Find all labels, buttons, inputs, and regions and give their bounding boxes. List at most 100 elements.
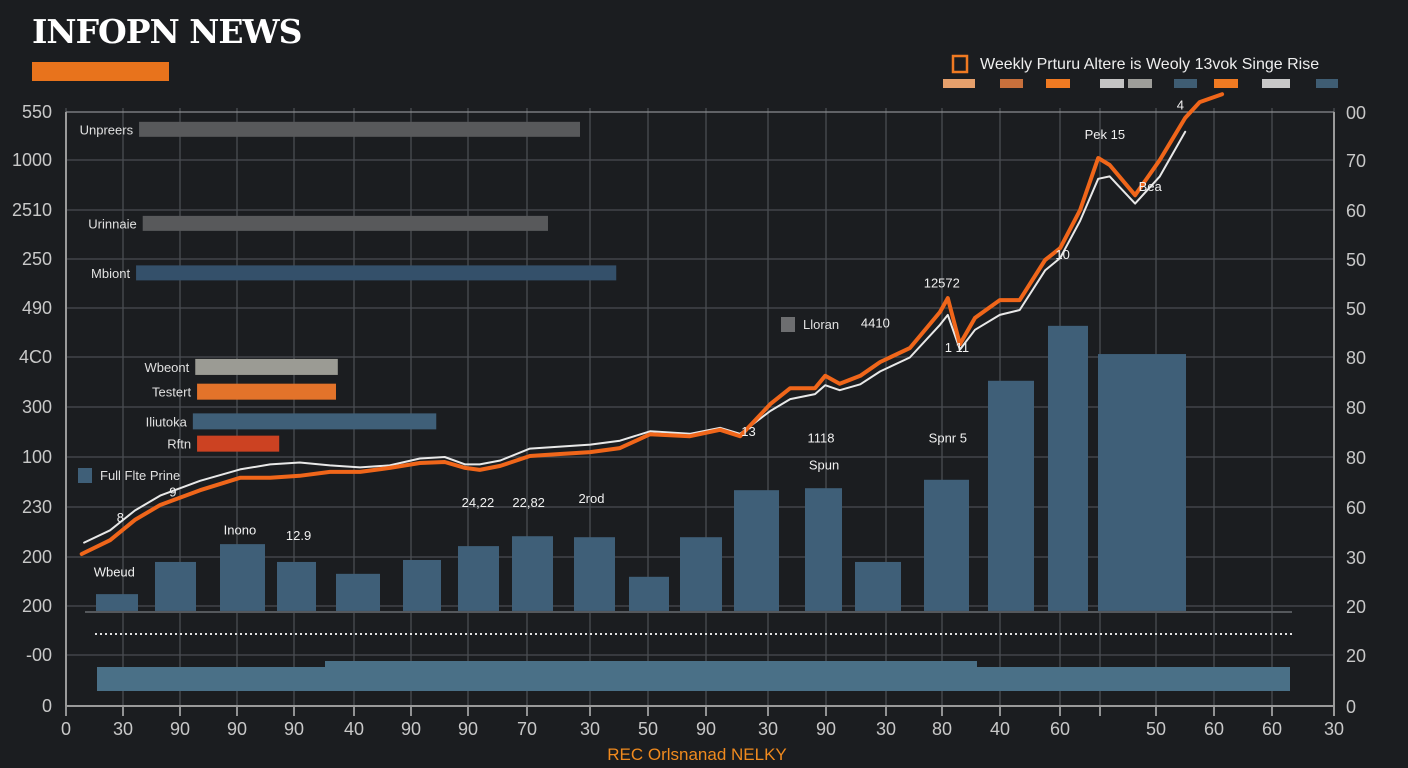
x-tick-label: 60 — [1262, 719, 1282, 739]
legend-swatch — [1214, 79, 1238, 88]
x-tick-label: 30 — [580, 719, 600, 739]
bar — [734, 490, 779, 611]
data-label: 13 — [741, 424, 755, 439]
y-left-tick-label: 550 — [22, 102, 52, 122]
x-tick-label: 30 — [1324, 719, 1344, 739]
bar — [680, 537, 722, 611]
data-label: Bea — [1139, 179, 1163, 194]
legend: Full Flte Prine Lloran Weekly Prturu Alter… — [78, 54, 1338, 483]
y-right-tick-label: 80 — [1346, 398, 1366, 418]
bar — [277, 561, 316, 611]
horizontal-bar — [139, 121, 581, 137]
data-label: 1118 — [808, 431, 835, 446]
data-label: Inono — [224, 523, 257, 538]
data-label: 1 11 — [945, 340, 969, 355]
data-label: Spnr 5 — [929, 431, 967, 446]
horizontal-bar-label: Unpreers — [80, 122, 134, 137]
y-right-tick-label: 30 — [1346, 548, 1366, 568]
x-tick-label: 70 — [517, 719, 537, 739]
bars — [96, 325, 1186, 611]
page-title: INFOPN NEWS — [32, 12, 302, 51]
data-label: Pek 15 — [1085, 127, 1125, 142]
bar — [96, 594, 138, 611]
legend-swatch — [1046, 79, 1070, 88]
x-tick-label: 90 — [284, 719, 304, 739]
y-right-tick-label: 0 — [1346, 697, 1356, 717]
y-right-tick-label: 50 — [1346, 299, 1366, 319]
bar — [403, 559, 441, 611]
y-right-tick-label: 80 — [1346, 348, 1366, 368]
bar — [1048, 325, 1088, 611]
legend-swatch — [943, 79, 975, 88]
x-tick-label: 90 — [458, 719, 478, 739]
y-left-tick-label: 1000 — [12, 150, 52, 170]
y-right-tick-label: 70 — [1346, 151, 1366, 171]
x-tick-label: 90 — [696, 719, 716, 739]
x-tick-label: 90 — [227, 719, 247, 739]
bottom-band — [97, 667, 1290, 691]
x-tick-label: 30 — [876, 719, 896, 739]
y-left-tick-label: -00 — [26, 645, 52, 665]
data-label: 24,22 — [462, 495, 495, 510]
legend-text: Weekly Prturu Altere is Weoly 13vok Sing… — [980, 56, 1319, 73]
x-axis-title: REC Orlsnanad NELKY — [607, 745, 787, 764]
inline-legend-label: Full Flte Prine — [100, 468, 180, 483]
data-label: Spun — [809, 457, 839, 472]
x-tick-label: 0 — [61, 719, 71, 739]
y-left-tick-label: 100 — [22, 447, 52, 467]
bar — [512, 536, 553, 611]
y-right-tick-label: 80 — [1346, 448, 1366, 468]
y-right-tick-label: 60 — [1346, 201, 1366, 221]
y-left-tick-label: 230 — [22, 497, 52, 517]
horizontal-bar — [197, 383, 336, 400]
x-tick-label: 60 — [1050, 719, 1070, 739]
x-tick-label: 30 — [758, 719, 778, 739]
x-tick-label: 90 — [401, 719, 421, 739]
line-series-orange — [79, 92, 1225, 556]
x-tick-label: 90 — [816, 719, 836, 739]
legend-marker — [951, 54, 969, 74]
data-label: 8 — [117, 510, 124, 525]
x-tick-label: 50 — [1146, 719, 1166, 739]
data-label: 22,82 — [512, 495, 545, 510]
data-label: 10 — [1055, 247, 1069, 262]
data-label: 12.9 — [286, 528, 311, 543]
horizontal-bar — [142, 215, 548, 231]
bottom-band-step — [325, 661, 977, 668]
horizontal-bar — [197, 435, 280, 452]
horizontal-bar-label: Rftn — [167, 437, 191, 452]
horizontal-bar-label: Urinnaie — [88, 216, 136, 231]
legend-swatch — [1128, 79, 1152, 88]
y-left-tick-label: 250 — [22, 249, 52, 269]
x-tick-label: 80 — [932, 719, 952, 739]
horizontal-bars: Unpreers Urinnaie Mbiont Wbeont Testert Iliut… — [80, 121, 617, 452]
data-label: 9 — [169, 485, 176, 500]
data-label: 2rod — [578, 491, 604, 506]
y-left-tick-label: 300 — [22, 397, 52, 417]
x-tick-label: 40 — [344, 719, 364, 739]
bar — [155, 561, 196, 611]
y-right-tick-label: 60 — [1346, 498, 1366, 518]
line-series-white — [83, 130, 1187, 544]
axes: 0 30 90 90 90 40 90 90 70 30 50 90 30 90 30 80 40 60 50 60 6… — [12, 102, 1366, 739]
line-series — [79, 92, 1225, 556]
y-right-tick-label: 20 — [1346, 597, 1366, 617]
x-tick-label: 30 — [113, 719, 133, 739]
legend-swatch — [1174, 79, 1197, 88]
bar — [629, 576, 669, 611]
horizontal-bar-label: Wbeont — [144, 360, 189, 375]
bar — [220, 544, 265, 611]
legend-swatch — [1000, 79, 1023, 88]
data-label: Wbeud — [94, 564, 135, 579]
data-label: 4410 — [861, 315, 890, 330]
horizontal-bar-label: Iliutoka — [146, 414, 188, 429]
horizontal-bar — [192, 413, 437, 430]
bar — [574, 537, 615, 611]
y-left-tick-label: 0 — [42, 696, 52, 716]
inline-legend-label: Lloran — [803, 317, 839, 332]
x-tick-label: 90 — [170, 719, 190, 739]
annotations: Pek 15 Bea 12572 4410 1 11 13 1118 Spun Spnr 5 2r… — [94, 98, 1184, 580]
y-left-tick-label: 490 — [22, 298, 52, 318]
data-label: 12572 — [924, 276, 960, 291]
inline-legend-swatch — [78, 468, 92, 483]
